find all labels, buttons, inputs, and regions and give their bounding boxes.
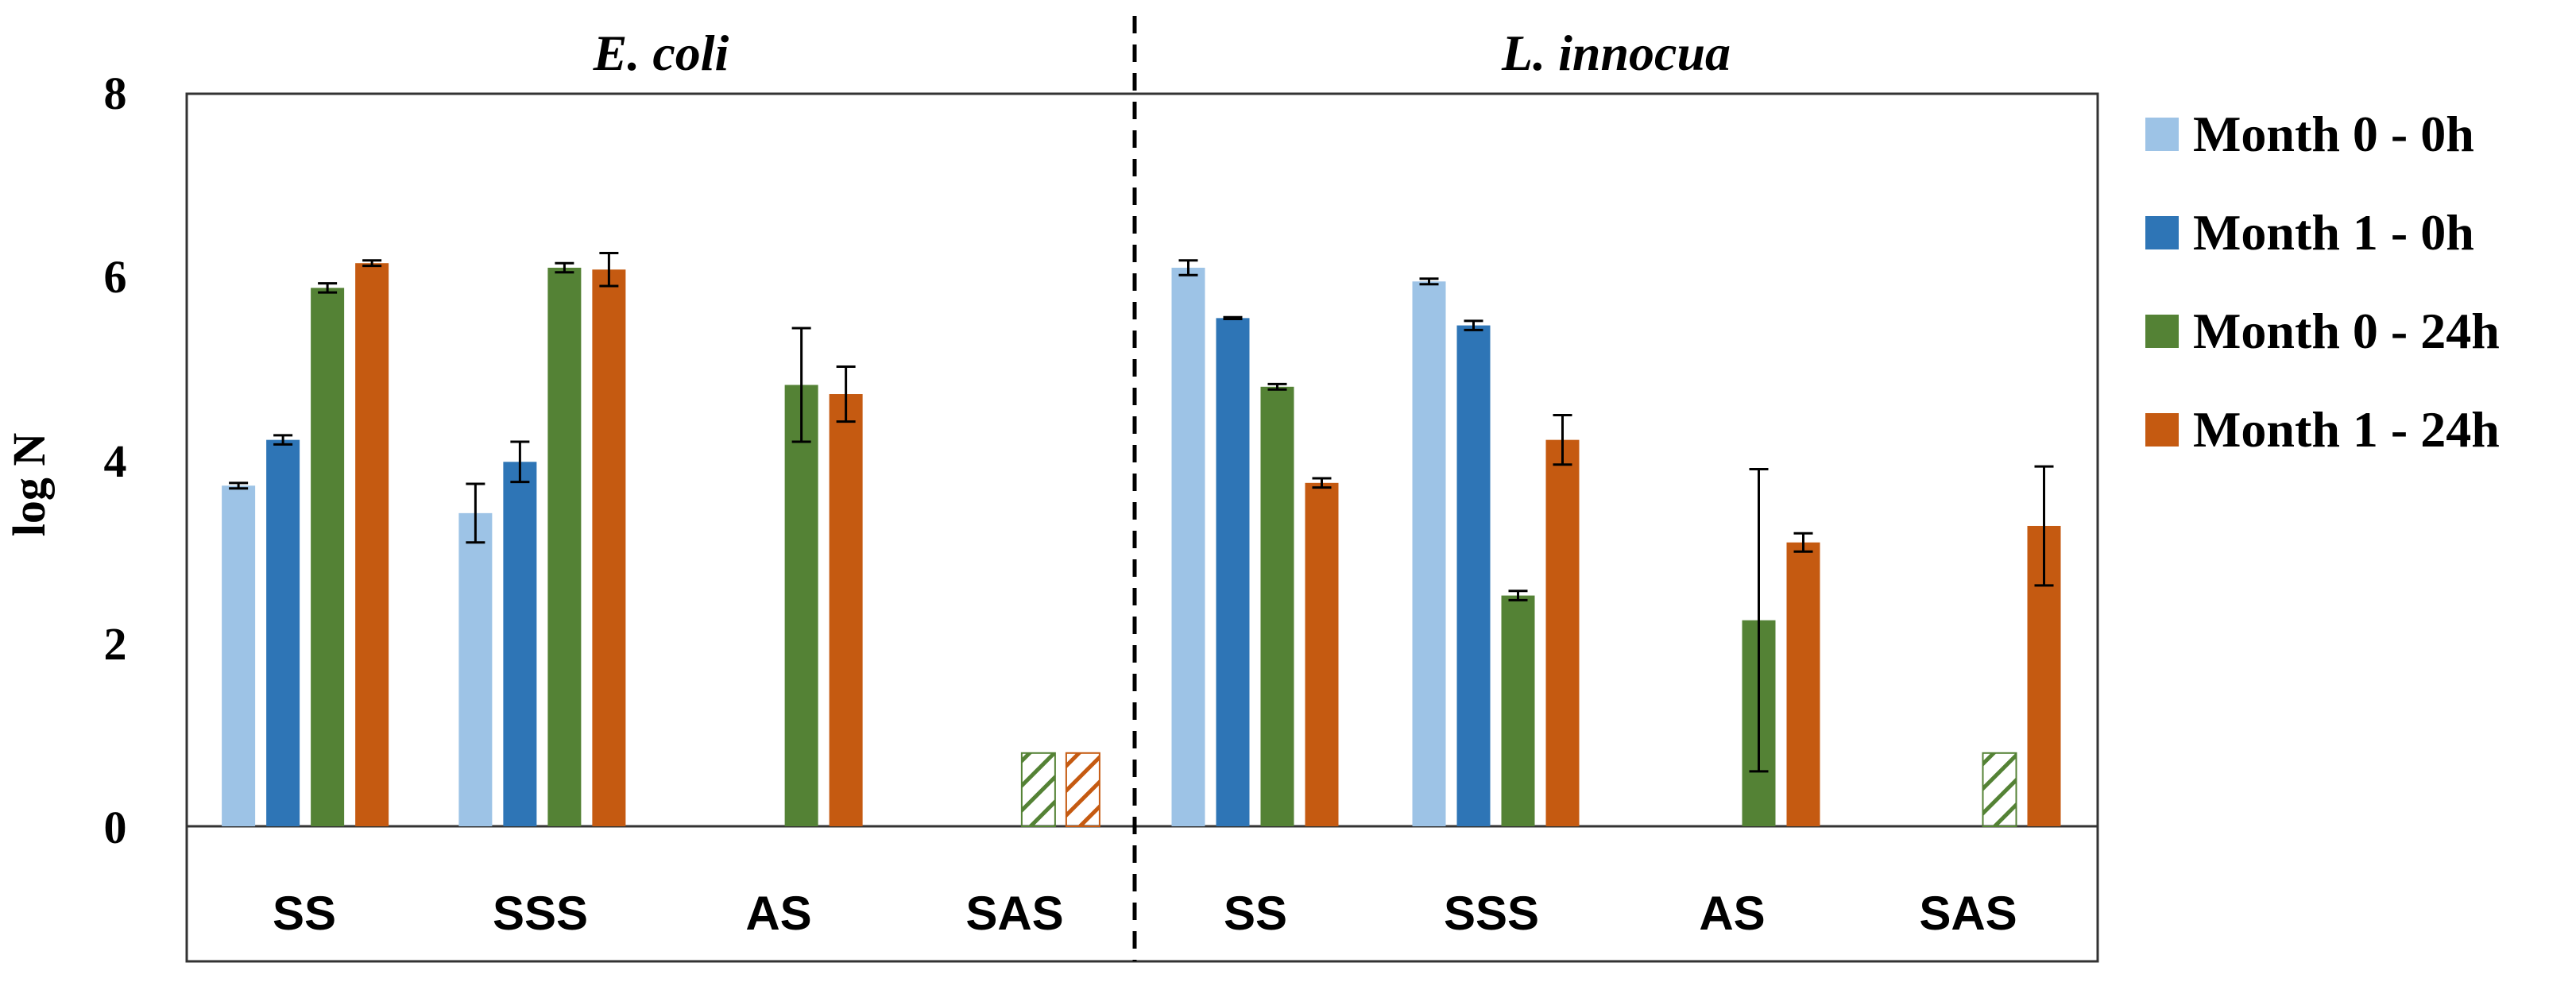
bar-linnocua-as-series-4 (1786, 542, 1820, 826)
bar-series-group (222, 252, 2061, 827)
error-bar (1419, 277, 1439, 286)
error-bar (1749, 468, 1769, 773)
error-bar (555, 261, 574, 274)
y-tick-label: 0 (104, 802, 127, 853)
y-axis-label: log N (3, 433, 55, 537)
bar-ecoli-sss-series-3 (547, 267, 582, 827)
error-bar (273, 434, 293, 446)
y-tick-label: 4 (104, 435, 127, 487)
bar-ecoli-ss-series-3 (311, 288, 345, 827)
plot-area (185, 92, 2099, 963)
error-bar (466, 482, 485, 544)
legend-label: Month 1 - 0h (2193, 204, 2474, 261)
error-bar (510, 440, 530, 484)
error-bar (1793, 532, 1813, 553)
bar-ecoli-ss-series-1 (222, 485, 256, 826)
legend-swatch (2145, 118, 2179, 151)
category-label: AS (745, 887, 811, 940)
category-label: SAS (1919, 887, 2017, 940)
bar-linnocua-ss-series-1 (1171, 267, 1205, 827)
bar-ecoli-as-series-3 (784, 385, 818, 826)
error-bar (836, 365, 856, 423)
error-bar (1508, 590, 1528, 601)
bar-ecoli-sss-series-2 (503, 462, 537, 826)
bar-linnocua-sss-series-4 (1545, 439, 1580, 826)
bar-linnocua-ss-series-3 (1260, 386, 1294, 826)
bar-linnocua-sss-series-3 (1501, 595, 1535, 826)
error-bar (1312, 477, 1332, 489)
legend-label: Month 1 - 24h (2193, 401, 2500, 458)
error-bar (1267, 382, 1287, 391)
error-bar (229, 481, 249, 490)
legend-swatch (2145, 413, 2179, 447)
error-bar (599, 252, 619, 288)
bar-linnocua-sss-series-2 (1456, 325, 1491, 826)
error-bar (2034, 465, 2054, 587)
bar-linnocua-sas-series-3 (1982, 752, 2017, 827)
error-bar (1178, 259, 1198, 276)
y-tick-label: 8 (104, 68, 127, 119)
error-bar (318, 282, 338, 294)
legend-swatch (2145, 315, 2179, 348)
bar-ecoli-ss-series-4 (355, 263, 389, 826)
bar-linnocua-sss-series-1 (1412, 281, 1446, 826)
panel-title-linnocua: L. innocua (1501, 25, 1731, 81)
legend-swatch (2145, 216, 2179, 249)
category-label: SS (273, 887, 336, 940)
error-bar (362, 259, 382, 268)
category-label: SS (1224, 887, 1287, 940)
bar-ecoli-sas-series-3 (1020, 752, 1056, 827)
bar-linnocua-ss-series-4 (1305, 482, 1339, 826)
legend: Month 0 - 0h Month 1 - 0h Month 0 - 24h … (2145, 106, 2500, 458)
bar-ecoli-as-series-4 (829, 394, 863, 826)
error-bar (791, 327, 811, 443)
bar-linnocua-ss-series-2 (1216, 318, 1250, 826)
y-tick-label: 2 (104, 618, 127, 670)
category-label: SSS (1444, 887, 1539, 940)
legend-label: Month 0 - 24h (2193, 303, 2500, 359)
y-tick-label: 6 (104, 251, 127, 303)
legend-label: Month 0 - 0h (2193, 106, 2474, 162)
bar-ecoli-ss-series-2 (266, 439, 300, 826)
bar-ecoli-sss-series-1 (458, 512, 493, 826)
error-bar (1464, 319, 1483, 331)
category-label: AS (1699, 887, 1765, 940)
bar-ecoli-sss-series-4 (592, 269, 626, 826)
error-bar (1223, 315, 1243, 321)
panel-title-ecoli: E. coli (593, 25, 729, 81)
error-bar (1553, 414, 1572, 466)
category-label: SSS (493, 887, 588, 940)
bar-ecoli-sas-series-4 (1065, 752, 1100, 827)
category-label: SAS (965, 887, 1063, 940)
